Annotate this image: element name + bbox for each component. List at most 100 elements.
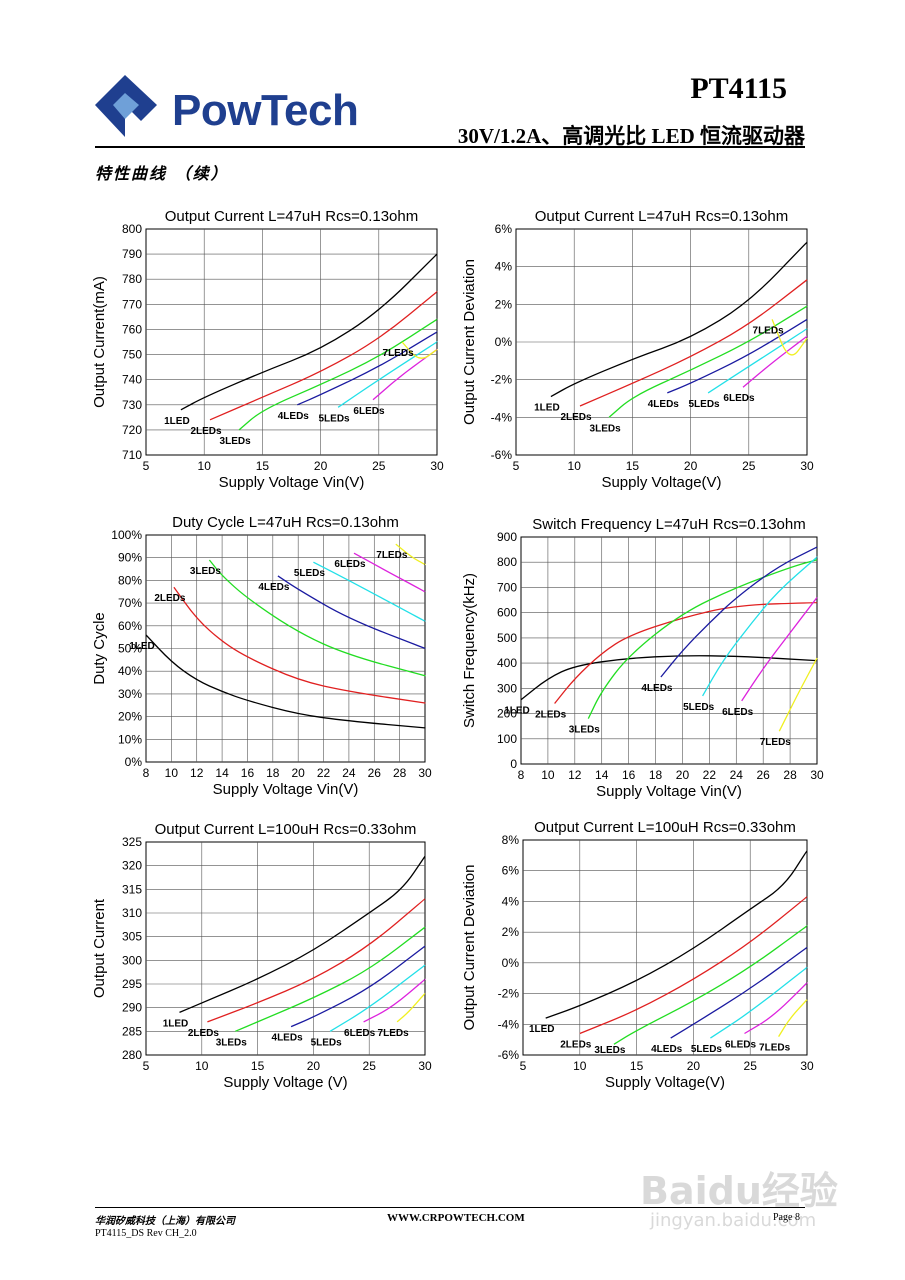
x-tick-label: 25 — [744, 1059, 758, 1073]
x-tick-label: 30 — [430, 459, 444, 473]
series-line-7leds — [396, 992, 426, 1023]
header-divider — [95, 146, 805, 148]
series-label: 2LEDs — [190, 426, 222, 437]
series-label: 5LEDs — [318, 413, 350, 424]
series-label: 2LEDs — [560, 1040, 592, 1051]
x-tick-label: 16 — [241, 766, 255, 780]
y-tick-label: 600 — [497, 606, 517, 620]
y-tick-label: 6% — [502, 864, 520, 878]
y-tick-label: 770 — [122, 297, 142, 311]
y-tick-label: 730 — [122, 398, 142, 412]
y-tick-label: 700 — [497, 580, 517, 594]
x-tick-label: 5 — [520, 1059, 527, 1073]
x-axis-label: Supply Voltage Vin(V) — [213, 781, 359, 798]
chart-title: Output Current L=100uH Rcs=0.33ohm — [155, 821, 417, 838]
y-tick-label: 6% — [495, 222, 513, 236]
x-tick-label: 28 — [783, 768, 797, 782]
x-axis-label: Supply Voltage (V) — [223, 1074, 347, 1091]
series-line-2leds — [579, 896, 808, 1035]
series-label: 2LEDs — [154, 593, 186, 604]
x-tick-label: 14 — [595, 768, 609, 782]
series-line-5leds — [710, 966, 808, 1039]
y-tick-label: 305 — [122, 930, 142, 944]
y-tick-label: 320 — [122, 859, 142, 873]
watermark-url: jingyan.baidu.com — [650, 1210, 817, 1231]
x-tick-label: 10 — [541, 768, 555, 782]
series-line-4leds — [670, 946, 808, 1039]
series-line-1led — [550, 241, 808, 398]
document-subtitle: 30V/1.2A、高调光比 LED 恒流驱动器 — [457, 124, 805, 148]
series-label: 7LEDs — [760, 737, 792, 748]
series-label: 4LEDs — [651, 1044, 683, 1055]
series-label: 7LEDs — [376, 550, 408, 561]
x-tick-label: 8 — [518, 768, 525, 782]
plot-area — [522, 839, 808, 1056]
series-line-4leds — [297, 331, 438, 406]
series-line-2leds — [554, 601, 818, 704]
series-line-2leds — [209, 291, 438, 421]
series-line-3leds — [608, 305, 808, 418]
series-label: 3LEDs — [569, 725, 601, 736]
x-tick-label: 5 — [143, 459, 150, 473]
powtech-logo-icon — [95, 75, 157, 137]
y-axis-label: Output Current — [91, 898, 108, 998]
series-line-3leds — [587, 559, 818, 719]
y-tick-label: -4% — [498, 1017, 520, 1031]
y-tick-label: 720 — [122, 423, 142, 437]
series-label: 4LEDs — [258, 582, 290, 593]
y-tick-label: 50% — [118, 642, 142, 656]
x-tick-label: 20 — [292, 766, 306, 780]
plot-area — [145, 841, 426, 1056]
y-tick-label: 0 — [510, 757, 517, 771]
y-axis-label: Output Current(mA) — [91, 276, 108, 408]
x-tick-label: 30 — [800, 459, 814, 473]
chart-title: Output Current L=47uH Rcs=0.13ohm — [535, 208, 788, 225]
y-tick-label: 40% — [118, 664, 142, 678]
y-tick-label: 2% — [495, 297, 513, 311]
series-line-5leds — [707, 328, 808, 394]
x-axis-label: Supply Voltage Vin(V) — [219, 474, 365, 491]
series-label: 6LEDs — [344, 1028, 376, 1039]
series-label: 2LEDs — [560, 412, 592, 423]
chart-deviation-47uh: 5 10 15 20 25 30 -6% -4% -2% 0% 2% 4% 6% Output Curre… — [461, 208, 814, 491]
x-tick-label: 8 — [143, 766, 150, 780]
series-label: 4LEDs — [641, 683, 673, 694]
chart-switch-frequency-47uh: 8 10 12 14 16 18 20 22 24 26 28 3001002003004005006… — [461, 516, 824, 800]
x-tick-label: 10 — [573, 1059, 587, 1073]
y-tick-label: 2% — [502, 925, 520, 939]
x-tick-label: 26 — [757, 768, 771, 782]
x-tick-label: 12 — [190, 766, 204, 780]
part-number: PT4115 — [690, 72, 787, 105]
series-line-1led — [180, 253, 438, 411]
y-tick-label: -6% — [498, 1048, 520, 1062]
series-line-6leds — [353, 552, 426, 593]
y-tick-label: 315 — [122, 882, 142, 896]
series-label: 3LEDs — [594, 1045, 626, 1056]
series-line-1led — [545, 850, 808, 1019]
x-tick-label: 10 — [568, 459, 582, 473]
chart-output-current-100uh: 5 10 15 20 25 30 280 285 290 295 300 305 310 315 320 32… — [91, 821, 432, 1091]
x-tick-label: 5 — [143, 1059, 150, 1073]
x-tick-label: 25 — [742, 459, 756, 473]
x-tick-label: 16 — [622, 768, 636, 782]
x-axis-label: Supply Voltage(V) — [605, 1074, 725, 1091]
y-tick-label: 60% — [118, 619, 142, 633]
series-label: 5LEDs — [691, 1044, 723, 1055]
y-tick-label: 280 — [122, 1048, 142, 1062]
series-label: 4LEDs — [278, 411, 310, 422]
series-label: 1LED — [129, 641, 155, 652]
x-tick-label: 14 — [215, 766, 229, 780]
chart-output-current-47uh: 5 10 15 20 25 30 710 720 730 740 750 760 770 780 790 80… — [91, 208, 444, 491]
x-tick-label: 5 — [513, 459, 520, 473]
series-line-6leds — [742, 335, 808, 388]
y-tick-label: 740 — [122, 373, 142, 387]
x-tick-label: 10 — [198, 459, 212, 473]
series-label: 5LEDs — [683, 702, 715, 713]
x-axis-label: Supply Voltage(V) — [601, 474, 721, 491]
series-label: 4LEDs — [648, 399, 680, 410]
series-line-3leds — [208, 559, 426, 677]
series-line-5leds — [329, 964, 426, 1032]
x-tick-label: 15 — [630, 1059, 644, 1073]
x-tick-label: 20 — [684, 459, 698, 473]
y-tick-label: 290 — [122, 1001, 142, 1015]
